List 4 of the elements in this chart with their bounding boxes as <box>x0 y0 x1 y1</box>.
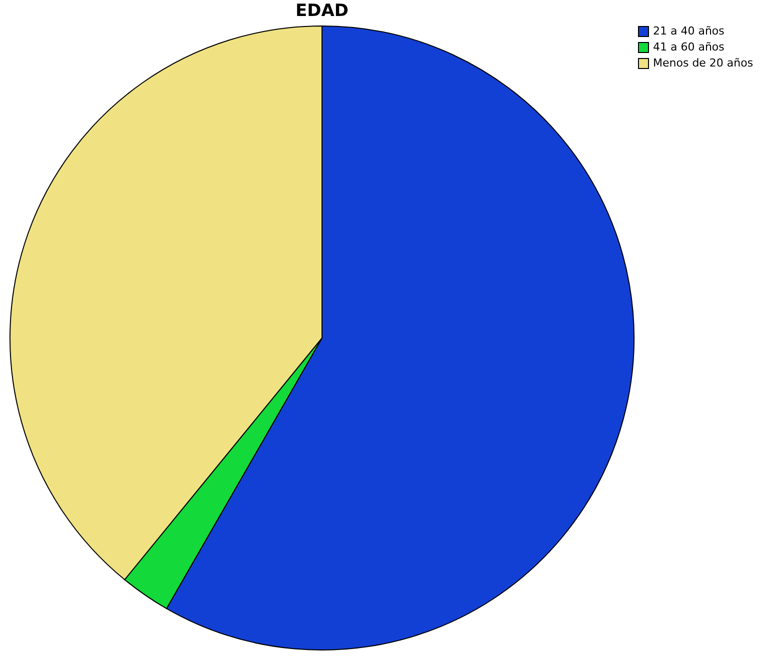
legend-label: Menos de 20 años <box>653 56 754 70</box>
legend-label: 21 a 40 años <box>653 24 725 38</box>
legend-label: 41 a 60 años <box>653 40 725 54</box>
chart-title: EDAD <box>296 1 348 21</box>
